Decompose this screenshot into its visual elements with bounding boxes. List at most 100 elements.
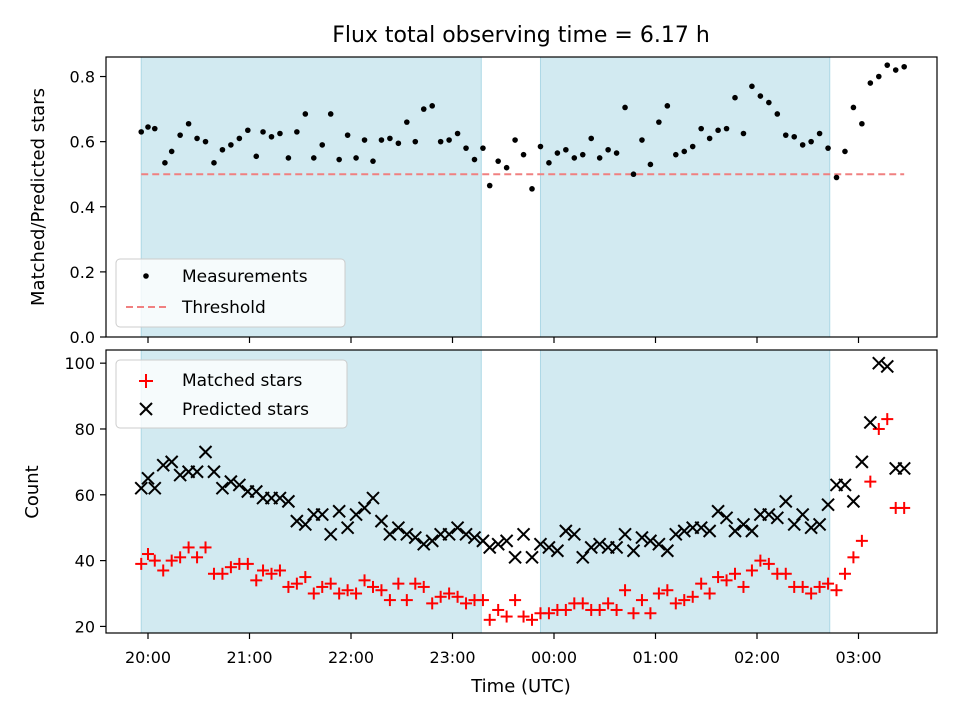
- predicted-star-point: [173, 468, 187, 482]
- predicted-star-point: [626, 544, 641, 558]
- measurement-point: [664, 103, 671, 109]
- legend-matched-label: Matched stars: [182, 371, 302, 391]
- measurement-point: [471, 156, 478, 163]
- matched-star-point: [864, 475, 877, 488]
- count-y-axis-label: Count: [22, 465, 43, 518]
- predicted-star-point: [779, 494, 793, 509]
- matched-star-point: [392, 577, 405, 590]
- y-tick-label: 0.8: [70, 68, 95, 87]
- y-tick-label: 60: [75, 486, 95, 505]
- matched-star-point: [265, 567, 278, 580]
- measurement-point: [437, 138, 444, 145]
- measurement-point: [842, 148, 848, 155]
- predicted-star-point: [273, 491, 287, 505]
- predicted-star-point: [134, 481, 148, 495]
- measurement-point: [302, 111, 309, 117]
- predicted-star-point: [224, 474, 238, 489]
- matched-star-point: [610, 603, 623, 616]
- matched-star-point: [157, 564, 170, 577]
- measurement-point: [816, 130, 823, 137]
- measurement-point: [277, 130, 283, 137]
- matched-star-point: [830, 584, 843, 597]
- predicted-star-point: [728, 524, 742, 538]
- predicted-star-point: [207, 465, 221, 479]
- measurement-point: [480, 145, 486, 151]
- y-tick-label: 0.4: [70, 198, 95, 217]
- measurement-point: [463, 145, 469, 151]
- predicted-star-point: [711, 504, 725, 518]
- predicted-star-point: [609, 540, 624, 555]
- matched-star-point: [451, 590, 464, 603]
- predicted-star-point: [525, 550, 539, 565]
- matched-star-point: [224, 561, 237, 574]
- matched-star-point: [898, 501, 911, 514]
- count-panel: 20 40 60 80 100 20:00 21:00 22:00 23:00 00:00 01:…: [22, 349, 938, 697]
- predicted-star-point: [215, 481, 230, 495]
- measurement-point: [732, 94, 738, 101]
- predicted-star-point: [450, 520, 465, 535]
- measurement-point: [420, 106, 427, 112]
- count-legend-box: [115, 359, 348, 429]
- predicted-star-point: [652, 537, 666, 551]
- measurement-point: [253, 153, 260, 160]
- measurement-point: [537, 143, 544, 150]
- matched-star-point: [434, 590, 447, 603]
- measurement-point: [876, 73, 882, 80]
- measurement-point: [579, 151, 586, 158]
- measurement-point: [554, 150, 561, 156]
- predicted-star-point: [838, 478, 852, 492]
- predicted-star-point: [821, 497, 835, 512]
- predicted-star-point: [508, 550, 522, 565]
- predicted-star-point: [281, 494, 296, 509]
- matched-star-point: [779, 567, 792, 580]
- measurement-point: [563, 146, 569, 153]
- x-tick-label: 20:00: [125, 648, 171, 667]
- predicted-star-point: [542, 540, 556, 555]
- count-axes-frame: [105, 349, 938, 634]
- predicted-star-point: [550, 544, 565, 558]
- matched-star-point: [593, 603, 606, 616]
- predicted-star-point: [694, 520, 708, 535]
- matched-star-point: [652, 587, 665, 600]
- predicted-star-point: [745, 524, 759, 538]
- measurement-point: [395, 140, 402, 147]
- measurement-point: [588, 135, 595, 142]
- predicted-star-point: [340, 520, 355, 535]
- measurement-point: [294, 129, 300, 135]
- predicted-star-point: [467, 530, 482, 545]
- y-tick-label: 0.6: [70, 133, 95, 152]
- ratio-legend: Measurements Threshold: [115, 258, 346, 328]
- measurement-point: [546, 160, 552, 166]
- predicted-star-point: [374, 514, 389, 528]
- predicted-star-point: [148, 481, 162, 495]
- measurement-point: [168, 148, 175, 155]
- matched-star-point: [762, 557, 775, 570]
- legend-predicted-marker: [139, 402, 153, 416]
- measurement-point: [285, 155, 292, 161]
- measurement-point: [236, 135, 243, 142]
- measurement-point: [766, 99, 772, 106]
- y-tick-label: 100: [64, 354, 95, 373]
- predicted-star-point: [408, 530, 422, 545]
- measurement-point: [656, 119, 662, 125]
- matched-star-point: [737, 580, 750, 593]
- matched-star-point: [282, 580, 295, 593]
- legend-matched-marker: [139, 374, 153, 388]
- y-tick-label: 0.2: [70, 263, 95, 282]
- measurement-point: [689, 143, 696, 150]
- predicted-star-point: [855, 455, 869, 469]
- matched-star-point: [627, 607, 640, 620]
- matched-star-point: [492, 603, 505, 616]
- measurement-point: [495, 158, 501, 164]
- matched-star-point: [678, 594, 691, 607]
- matched-star-point: [619, 584, 632, 597]
- predicted-star-point: [315, 507, 329, 522]
- matched-star-point: [796, 580, 809, 593]
- measurement-point: [336, 156, 342, 163]
- matched-star-point: [165, 554, 178, 567]
- measurement-point: [892, 67, 899, 73]
- count-y-ticks: 20 40 60 80 100: [64, 354, 106, 636]
- predicted-star-point: [400, 527, 414, 541]
- y-tick-label: 20: [75, 617, 95, 636]
